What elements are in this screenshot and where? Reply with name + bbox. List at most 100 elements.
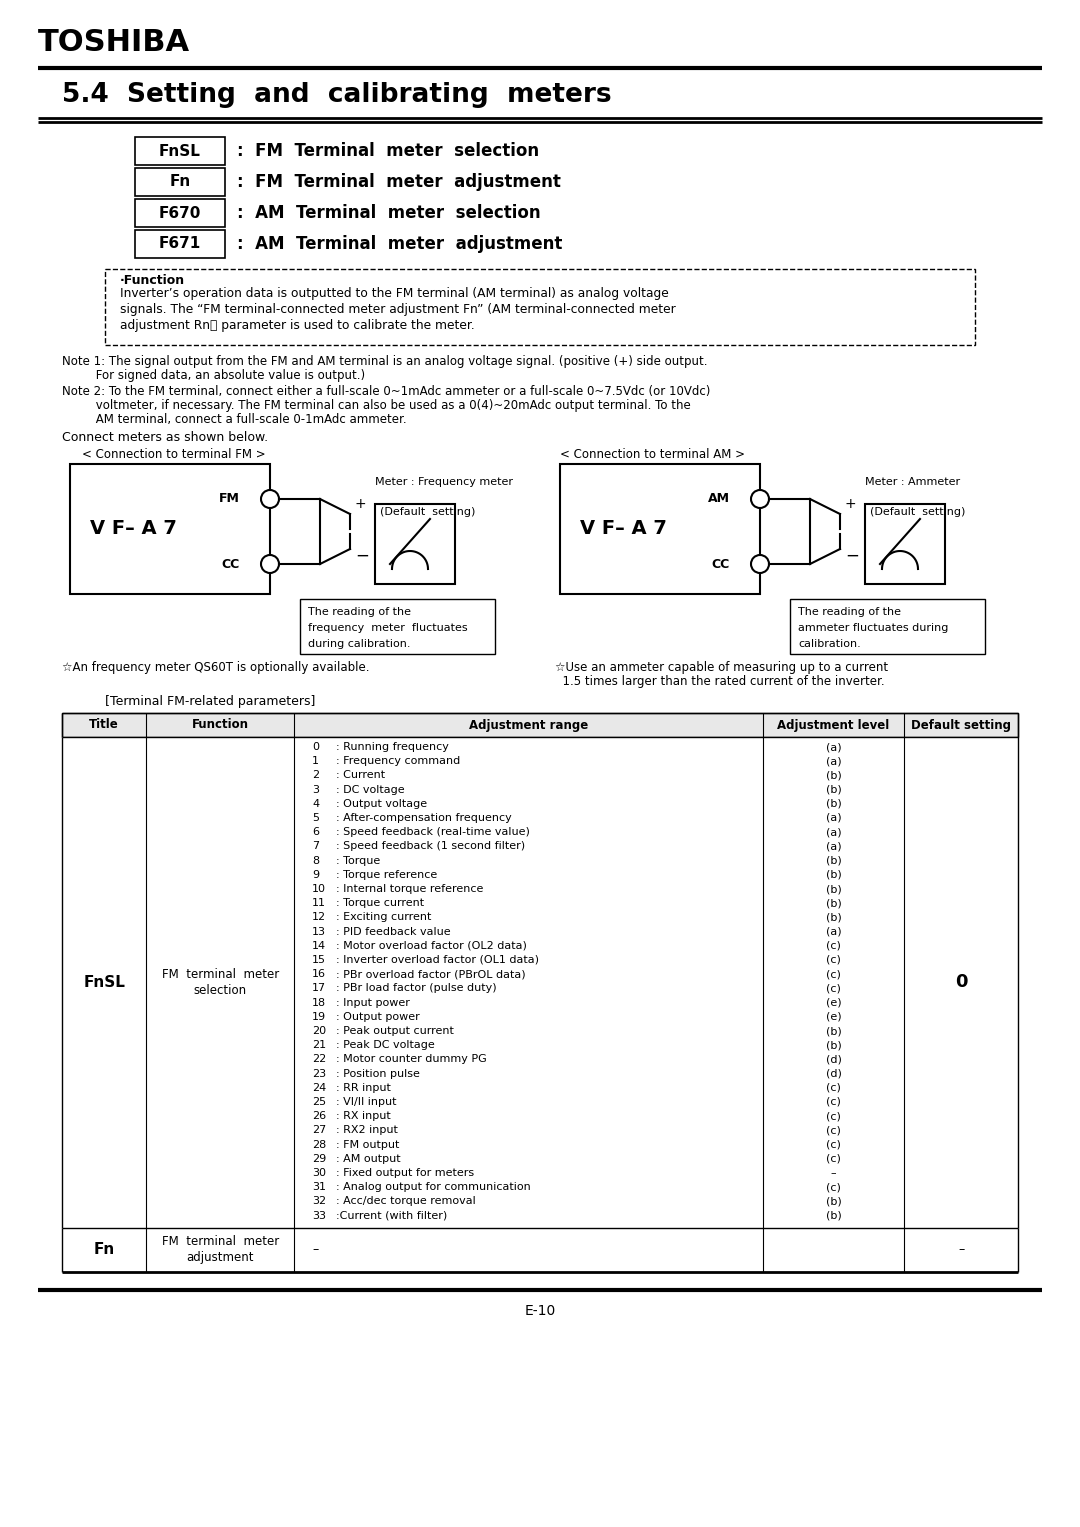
Bar bbox=[561, 464, 760, 594]
Text: AM: AM bbox=[708, 493, 730, 505]
Text: −: − bbox=[845, 547, 859, 565]
Text: : PID feedback value: : PID feedback value bbox=[336, 927, 451, 936]
Text: The reading of the: The reading of the bbox=[308, 608, 411, 617]
Text: : PBr load factor (pulse duty): : PBr load factor (pulse duty) bbox=[336, 983, 497, 994]
Text: : Internal torque reference: : Internal torque reference bbox=[336, 884, 484, 893]
Bar bbox=[135, 137, 225, 165]
Text: : Motor overload factor (OL2 data): : Motor overload factor (OL2 data) bbox=[336, 941, 527, 951]
Text: : Exciting current: : Exciting current bbox=[336, 913, 432, 922]
Text: Meter : Frequency meter: Meter : Frequency meter bbox=[375, 476, 513, 487]
Text: FnSL: FnSL bbox=[159, 144, 201, 159]
Text: Note 1: The signal output from the FM and AM terminal is an analog voltage signa: Note 1: The signal output from the FM an… bbox=[62, 354, 707, 368]
Text: ammeter fluctuates during: ammeter fluctuates during bbox=[798, 623, 948, 634]
Text: 25: 25 bbox=[312, 1096, 326, 1107]
Text: (a): (a) bbox=[826, 812, 841, 823]
Circle shape bbox=[751, 554, 769, 573]
Text: (a): (a) bbox=[826, 841, 841, 852]
Bar bbox=[135, 199, 225, 228]
Text: (b): (b) bbox=[825, 785, 841, 794]
Text: : Peak output current: : Peak output current bbox=[336, 1026, 455, 1035]
Text: : Input power: : Input power bbox=[336, 997, 410, 1008]
Text: 4: 4 bbox=[312, 799, 320, 809]
Text: 11: 11 bbox=[312, 898, 326, 909]
Text: [Terminal FM-related parameters]: [Terminal FM-related parameters] bbox=[105, 695, 315, 709]
Text: Connect meters as shown below.: Connect meters as shown below. bbox=[62, 431, 268, 444]
Text: (a): (a) bbox=[826, 756, 841, 767]
Text: FM  terminal  meter: FM terminal meter bbox=[162, 968, 279, 980]
Text: (Default  setting): (Default setting) bbox=[380, 507, 475, 518]
Text: ☆Use an ammeter capable of measuring up to a current: ☆Use an ammeter capable of measuring up … bbox=[555, 661, 888, 673]
Text: FM: FM bbox=[219, 493, 240, 505]
Text: Default setting: Default setting bbox=[912, 719, 1011, 731]
Text: 20: 20 bbox=[312, 1026, 326, 1035]
Text: 5: 5 bbox=[312, 812, 320, 823]
Text: adjustment: adjustment bbox=[187, 1251, 254, 1264]
Text: Fn: Fn bbox=[170, 174, 191, 189]
Text: : Fixed output for meters: : Fixed output for meters bbox=[336, 1168, 474, 1177]
Text: (c): (c) bbox=[826, 1083, 841, 1093]
Text: (e): (e) bbox=[826, 997, 841, 1008]
Text: : Analog output for communication: : Analog output for communication bbox=[336, 1182, 531, 1193]
Bar bbox=[865, 504, 945, 583]
Text: :  FM  Terminal  meter  selection: : FM Terminal meter selection bbox=[237, 142, 539, 160]
Text: :  AM  Terminal  meter  adjustment: : AM Terminal meter adjustment bbox=[237, 235, 563, 253]
Text: 1: 1 bbox=[312, 756, 320, 767]
Text: 23: 23 bbox=[312, 1069, 326, 1078]
Text: 28: 28 bbox=[312, 1139, 326, 1150]
Text: : Inverter overload factor (OL1 data): : Inverter overload factor (OL1 data) bbox=[336, 954, 539, 965]
Text: Meter : Ammeter: Meter : Ammeter bbox=[865, 476, 960, 487]
Text: 32: 32 bbox=[312, 1196, 326, 1206]
Text: (c): (c) bbox=[826, 983, 841, 994]
Text: (c): (c) bbox=[826, 1112, 841, 1121]
Text: (c): (c) bbox=[826, 970, 841, 979]
Text: Fn: Fn bbox=[94, 1243, 114, 1257]
Text: : RX input: : RX input bbox=[336, 1112, 391, 1121]
Text: frequency  meter  fluctuates: frequency meter fluctuates bbox=[308, 623, 468, 634]
FancyBboxPatch shape bbox=[105, 269, 975, 345]
Text: 16: 16 bbox=[312, 970, 326, 979]
Text: 9: 9 bbox=[312, 870, 320, 880]
Text: : Speed feedback (real-time value): : Speed feedback (real-time value) bbox=[336, 828, 530, 837]
Text: : Position pulse: : Position pulse bbox=[336, 1069, 420, 1078]
Text: (c): (c) bbox=[826, 941, 841, 951]
Text: (c): (c) bbox=[826, 1125, 841, 1136]
Text: :  AM  Terminal  meter  selection: : AM Terminal meter selection bbox=[237, 205, 541, 221]
Text: < Connection to terminal FM >: < Connection to terminal FM > bbox=[82, 447, 266, 461]
Text: F670: F670 bbox=[159, 206, 201, 220]
Text: (b): (b) bbox=[825, 884, 841, 893]
Text: 1.5 times larger than the rated current of the inverter.: 1.5 times larger than the rated current … bbox=[555, 675, 885, 689]
Text: 0: 0 bbox=[955, 973, 968, 991]
Text: : Motor counter dummy PG: : Motor counter dummy PG bbox=[336, 1055, 487, 1064]
Text: : Acc/dec torque removal: : Acc/dec torque removal bbox=[336, 1196, 476, 1206]
Text: Function: Function bbox=[192, 719, 248, 731]
Text: ☆An frequency meter QS60T is optionally available.: ☆An frequency meter QS60T is optionally … bbox=[62, 661, 369, 673]
Text: (c): (c) bbox=[826, 1096, 841, 1107]
Text: (Default  setting): (Default setting) bbox=[870, 507, 966, 518]
Text: For signed data, an absolute value is output.): For signed data, an absolute value is ou… bbox=[62, 370, 365, 382]
Text: 14: 14 bbox=[312, 941, 326, 951]
Bar bbox=[300, 599, 495, 654]
Text: –: – bbox=[312, 1243, 319, 1257]
Text: 30: 30 bbox=[312, 1168, 326, 1177]
Text: (b): (b) bbox=[825, 1211, 841, 1220]
Text: 8: 8 bbox=[312, 855, 320, 866]
Text: : Output voltage: : Output voltage bbox=[336, 799, 428, 809]
Text: : Frequency command: : Frequency command bbox=[336, 756, 460, 767]
Text: E-10: E-10 bbox=[525, 1304, 555, 1318]
Text: 31: 31 bbox=[312, 1182, 326, 1193]
Text: ·Function: ·Function bbox=[120, 273, 185, 287]
Text: 0: 0 bbox=[312, 742, 320, 751]
Text: AM terminal, connect a full-scale 0-1mAdc ammeter.: AM terminal, connect a full-scale 0-1mAd… bbox=[62, 412, 407, 426]
Text: 6: 6 bbox=[312, 828, 320, 837]
Text: Adjustment range: Adjustment range bbox=[469, 719, 589, 731]
Bar bbox=[375, 504, 455, 583]
Text: Inverter’s operation data is outputted to the FM terminal (AM terminal) as analo: Inverter’s operation data is outputted t… bbox=[120, 287, 669, 299]
Text: (c): (c) bbox=[826, 1182, 841, 1193]
Bar bbox=[70, 464, 270, 594]
Text: 22: 22 bbox=[312, 1055, 326, 1064]
Text: (b): (b) bbox=[825, 898, 841, 909]
Text: (b): (b) bbox=[825, 855, 841, 866]
Text: signals. The “FM terminal-connected meter adjustment Fn” (AM terminal-connected : signals. The “FM terminal-connected mete… bbox=[120, 302, 676, 316]
Text: FnSL: FnSL bbox=[83, 974, 125, 989]
Text: : Output power: : Output power bbox=[336, 1012, 420, 1022]
